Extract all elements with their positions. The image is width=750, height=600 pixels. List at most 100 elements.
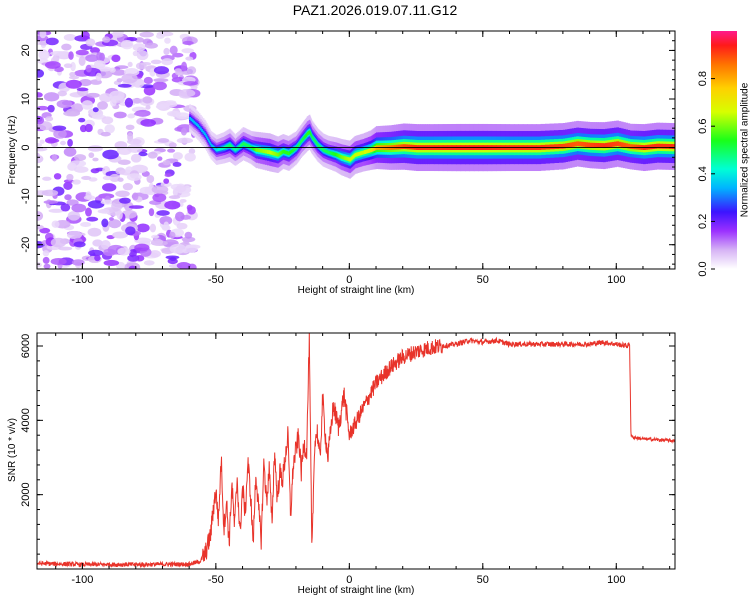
- ridge-cell: [253, 147, 255, 151]
- ridge-cell: [319, 145, 321, 149]
- ridge-cell: [312, 137, 315, 141]
- noise-cell: [102, 175, 112, 181]
- ridge-cell: [352, 154, 355, 159]
- ridge-cell: [224, 145, 227, 149]
- ridge-cell: [330, 151, 333, 155]
- spectrogram-x-tick-label: -100: [71, 274, 93, 286]
- noise-cell: [48, 138, 60, 143]
- noise-cell: [90, 168, 100, 174]
- noise-cell: [70, 61, 76, 72]
- noise-cell: [48, 208, 65, 213]
- ridge-cell: [618, 141, 622, 147]
- ridge-cell: [296, 144, 299, 149]
- ridge-cell: [331, 151, 334, 156]
- ridge-cell: [199, 127, 202, 131]
- ridge-cell: [228, 143, 230, 148]
- ridge-cell: [594, 142, 597, 148]
- noise-cell: [39, 31, 47, 39]
- ridge-cell: [339, 154, 342, 159]
- noise-cell: [179, 198, 187, 203]
- ridge-cell: [368, 148, 370, 153]
- ridge-cell: [349, 157, 351, 162]
- ridge-cell: [356, 152, 358, 157]
- noise-cell: [174, 211, 185, 222]
- noise-cell: [41, 189, 59, 197]
- ridge-cell: [656, 143, 661, 149]
- noise-cell: [100, 240, 111, 250]
- ridge-cell: [369, 148, 372, 153]
- ridge-cell: [351, 156, 353, 161]
- ridge-cell: [398, 144, 402, 150]
- ridge-cell: [591, 142, 595, 148]
- ridge-cell: [293, 147, 296, 152]
- noise-cell: [149, 250, 161, 258]
- snr-x-tick-label: -100: [71, 574, 93, 586]
- noise-cell: [175, 185, 187, 193]
- noise-cell: [84, 123, 93, 133]
- ridge-cell: [549, 144, 555, 150]
- ridge-cell: [235, 147, 238, 151]
- noise-cell: [85, 207, 92, 217]
- ridge-cell: [290, 149, 293, 154]
- ridge-cell: [600, 143, 604, 148]
- ridge-cell: [221, 146, 224, 150]
- ridge-cell: [226, 144, 229, 149]
- noise-cell: [86, 216, 99, 222]
- ridge-cell: [269, 150, 272, 155]
- noise-cell: [64, 194, 72, 201]
- ridge-cell: [247, 144, 250, 148]
- spectrogram-x-tick-label: 50: [477, 274, 489, 286]
- ridge-cell: [214, 147, 217, 151]
- noise-cell: [142, 96, 153, 104]
- noise-cell: [43, 92, 60, 102]
- ridge-cell: [191, 119, 194, 123]
- ridge-cell: [255, 147, 257, 152]
- noise-cell: [65, 79, 82, 89]
- noise-cell: [153, 78, 169, 83]
- spectrogram-y-tick-label: -20: [20, 237, 32, 253]
- ridge-cell: [301, 138, 303, 142]
- noise-cell: [176, 137, 194, 144]
- ridge-cell: [351, 155, 354, 160]
- colorbar-tick-label: 0.8: [697, 71, 709, 86]
- noise-cell: [63, 181, 73, 190]
- snr-x-tick-label: 100: [607, 574, 625, 586]
- spectrogram-xlabel: Height of straight line (km): [298, 285, 415, 296]
- snr-ylabel: SNR (10 * v/v): [7, 418, 18, 482]
- noise-cell: [140, 118, 157, 127]
- noise-cell: [37, 69, 45, 78]
- noise-cell: [108, 219, 122, 229]
- ridge-cell: [353, 153, 356, 158]
- noise-cell: [79, 78, 92, 87]
- ridge-cell: [305, 133, 308, 137]
- spectrogram-y-axis: -20 -10 0 10 20: [20, 30, 675, 265]
- ridge-cell: [274, 152, 277, 156]
- noise-cell: [68, 75, 80, 80]
- noise-cell: [51, 154, 58, 162]
- ridge-cell: [189, 116, 192, 120]
- noise-cell: [130, 153, 142, 163]
- noise-cell: [88, 152, 95, 159]
- ridge-cell: [243, 142, 246, 147]
- noise-cell: [116, 78, 123, 83]
- ridge-cell: [303, 135, 306, 139]
- ridge-cell: [576, 141, 580, 147]
- ridge-cell: [286, 150, 288, 155]
- ridge-cell: [254, 147, 256, 152]
- noise-cell: [87, 249, 104, 257]
- ridge-cell: [587, 142, 591, 148]
- noise-cell: [43, 263, 51, 269]
- noise-cell: [185, 56, 194, 61]
- snr-x-axis: -100 -50 0 50 100: [55, 333, 671, 586]
- ridge-cell: [571, 142, 575, 147]
- noise-cell: [152, 193, 167, 203]
- noise-cell: [181, 61, 188, 72]
- noise-cell: [136, 223, 150, 233]
- noise-cell: [71, 203, 87, 213]
- ridge-cell: [567, 142, 571, 148]
- noise-cell: [85, 38, 96, 47]
- noise-cell: [69, 160, 87, 167]
- noise-cell: [37, 210, 44, 221]
- noise-cell: [67, 138, 73, 147]
- ridge-cell: [264, 149, 268, 154]
